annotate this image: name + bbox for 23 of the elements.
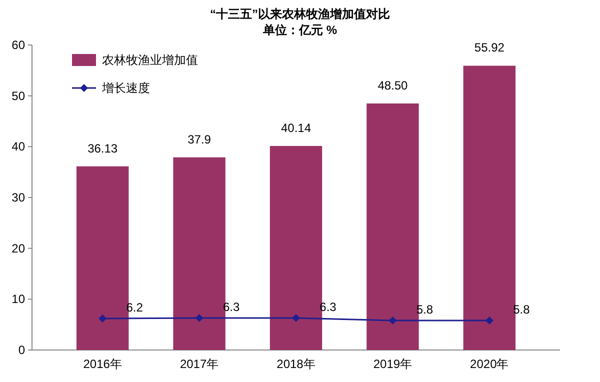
legend-label: 增长速度 <box>101 81 150 95</box>
y-tick-label: 0 <box>18 343 26 357</box>
data-label: 36.13 <box>88 141 118 156</box>
y-tick-label: 30 <box>12 190 26 204</box>
x-tick-label: 2017年 <box>180 357 219 371</box>
bar <box>366 103 419 350</box>
y-tick-label: 60 <box>12 38 26 52</box>
bar <box>173 157 226 350</box>
legend-label: 农林牧渔业增加值 <box>102 53 198 67</box>
y-tick-label: 10 <box>12 292 26 306</box>
y-tick-label: 40 <box>12 140 26 154</box>
data-label: 37.9 <box>188 132 212 146</box>
data-label: 55.92 <box>474 40 505 55</box>
chart-title: “十三五”以来农林牧渔增加值对比 <box>210 7 390 21</box>
y-tick-label: 20 <box>12 241 26 256</box>
data-label: 48.50 <box>378 78 408 92</box>
chart-subtitle: 单位：亿元 % <box>262 23 338 37</box>
data-label: 40.14 <box>280 120 312 135</box>
x-tick-label: 2016年 <box>83 357 122 371</box>
x-tick-label: 2019年 <box>373 357 412 371</box>
y-tick-label: 50 <box>12 88 26 103</box>
x-tick-label: 2018年 <box>276 357 316 371</box>
x-tick-label: 2020年 <box>470 357 509 371</box>
